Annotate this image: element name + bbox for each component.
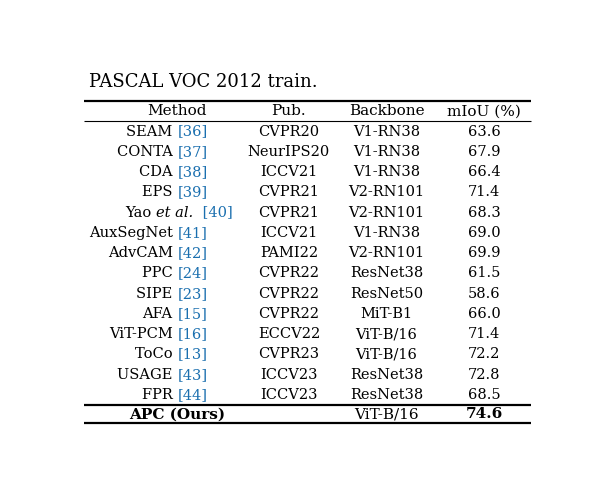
Text: AFA: AFA [143, 307, 178, 321]
Text: 74.6: 74.6 [466, 407, 503, 421]
Text: [42]: [42] [178, 246, 208, 260]
Text: SIPE: SIPE [136, 287, 178, 301]
Text: [24]: [24] [178, 267, 208, 280]
Text: Pub.: Pub. [272, 104, 306, 118]
Text: Yao: Yao [125, 206, 157, 220]
Text: ICCV21: ICCV21 [260, 226, 317, 240]
Text: CVPR21: CVPR21 [259, 185, 319, 199]
Text: V1-RN38: V1-RN38 [353, 145, 420, 159]
Text: ICCV23: ICCV23 [260, 368, 317, 382]
Text: ECCV22: ECCV22 [258, 327, 320, 341]
Text: 69.0: 69.0 [468, 226, 500, 240]
Text: CVPR22: CVPR22 [259, 267, 319, 280]
Text: MiT-B1: MiT-B1 [361, 307, 413, 321]
Text: USAGE: USAGE [118, 368, 178, 382]
Text: ResNet50: ResNet50 [350, 287, 423, 301]
Text: ViT-PCM: ViT-PCM [109, 327, 178, 341]
Text: 71.4: 71.4 [468, 185, 500, 199]
Text: Method: Method [148, 104, 207, 118]
Text: mIoU (%): mIoU (%) [447, 104, 521, 118]
Text: 67.9: 67.9 [468, 145, 500, 159]
Text: V1-RN38: V1-RN38 [353, 226, 420, 240]
Text: PPC: PPC [142, 267, 178, 280]
Text: [23]: [23] [178, 287, 208, 301]
Text: CVPR22: CVPR22 [259, 287, 319, 301]
Text: [43]: [43] [178, 368, 208, 382]
Text: et al.: et al. [157, 206, 193, 220]
Text: [13]: [13] [178, 347, 208, 361]
Text: FPR: FPR [142, 388, 178, 402]
Text: 68.5: 68.5 [468, 388, 500, 402]
Text: 66.0: 66.0 [468, 307, 500, 321]
Text: V2-RN101: V2-RN101 [349, 246, 425, 260]
Text: [37]: [37] [178, 145, 208, 159]
Text: PASCAL VOC 2012 train.: PASCAL VOC 2012 train. [89, 73, 317, 91]
Text: ResNet38: ResNet38 [350, 388, 423, 402]
Text: CVPR22: CVPR22 [259, 307, 319, 321]
Text: [36]: [36] [178, 124, 208, 139]
Text: 68.3: 68.3 [468, 206, 500, 220]
Text: ICCV23: ICCV23 [260, 388, 317, 402]
Text: 63.6: 63.6 [468, 124, 500, 139]
Text: V2-RN101: V2-RN101 [349, 185, 425, 199]
Text: [39]: [39] [178, 185, 208, 199]
Text: ICCV21: ICCV21 [260, 165, 317, 179]
Text: V1-RN38: V1-RN38 [353, 124, 420, 139]
Text: [41]: [41] [178, 226, 207, 240]
Text: CVPR20: CVPR20 [259, 124, 319, 139]
Text: 69.9: 69.9 [468, 246, 500, 260]
Text: CDA: CDA [139, 165, 178, 179]
Text: 72.8: 72.8 [468, 368, 500, 382]
Text: ViT-B/16: ViT-B/16 [354, 407, 419, 421]
Text: 66.4: 66.4 [468, 165, 500, 179]
Text: PAMI22: PAMI22 [260, 246, 318, 260]
Text: AdvCAM: AdvCAM [107, 246, 178, 260]
Text: [38]: [38] [178, 165, 208, 179]
Text: 71.4: 71.4 [468, 327, 500, 341]
Text: NeurIPS20: NeurIPS20 [248, 145, 330, 159]
Text: 72.2: 72.2 [468, 347, 500, 361]
Text: [40]: [40] [198, 206, 233, 220]
Text: CONTA: CONTA [117, 145, 178, 159]
Text: EPS: EPS [142, 185, 178, 199]
Text: ViT-B/16: ViT-B/16 [356, 347, 418, 361]
Text: [15]: [15] [178, 307, 207, 321]
Text: ResNet38: ResNet38 [350, 368, 423, 382]
Text: 58.6: 58.6 [468, 287, 500, 301]
Text: ViT-B/16: ViT-B/16 [356, 327, 418, 341]
Text: 61.5: 61.5 [468, 267, 500, 280]
Text: SEAM: SEAM [127, 124, 178, 139]
Text: AuxSegNet: AuxSegNet [89, 226, 178, 240]
Text: Backbone: Backbone [349, 104, 424, 118]
Text: V1-RN38: V1-RN38 [353, 165, 420, 179]
Text: ResNet38: ResNet38 [350, 267, 423, 280]
Text: CVPR21: CVPR21 [259, 206, 319, 220]
Text: ToCo: ToCo [135, 347, 178, 361]
Text: CVPR23: CVPR23 [259, 347, 319, 361]
Text: [44]: [44] [178, 388, 208, 402]
Text: V2-RN101: V2-RN101 [349, 206, 425, 220]
Text: APC (Ours): APC (Ours) [129, 407, 226, 421]
Text: [16]: [16] [178, 327, 208, 341]
